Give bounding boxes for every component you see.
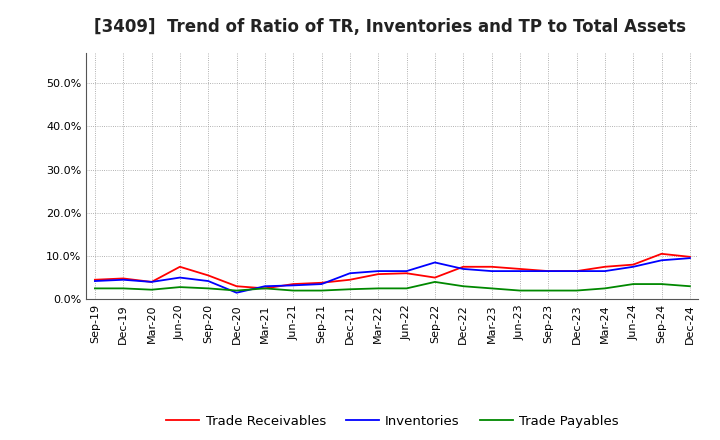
Trade Payables: [261, 286, 269, 291]
Inventories: [91, 279, 99, 284]
Trade Receivables: [119, 276, 127, 281]
Inventories: [657, 258, 666, 263]
Inventories: [685, 256, 694, 261]
Inventories: [148, 279, 156, 285]
Legend: Trade Receivables, Inventories, Trade Payables: Trade Receivables, Inventories, Trade Pa…: [161, 409, 624, 433]
Trade Receivables: [487, 264, 496, 269]
Inventories: [374, 268, 382, 274]
Trade Payables: [346, 286, 354, 292]
Trade Payables: [516, 288, 524, 293]
Trade Payables: [119, 286, 127, 291]
Trade Receivables: [233, 284, 241, 289]
Trade Receivables: [685, 254, 694, 260]
Inventories: [600, 268, 609, 274]
Trade Payables: [431, 279, 439, 285]
Trade Receivables: [289, 282, 297, 287]
Trade Receivables: [374, 271, 382, 277]
Trade Payables: [487, 286, 496, 291]
Inventories: [233, 290, 241, 295]
Inventories: [204, 279, 212, 284]
Trade Receivables: [204, 273, 212, 278]
Inventories: [261, 284, 269, 289]
Trade Payables: [657, 282, 666, 287]
Inventories: [459, 266, 467, 271]
Trade Receivables: [402, 271, 411, 276]
Line: Trade Payables: Trade Payables: [95, 282, 690, 290]
Inventories: [487, 268, 496, 274]
Trade Payables: [600, 286, 609, 291]
Inventories: [544, 268, 552, 274]
Trade Payables: [148, 287, 156, 292]
Trade Payables: [402, 286, 411, 291]
Inventories: [318, 282, 326, 287]
Inventories: [516, 268, 524, 274]
Trade Payables: [318, 288, 326, 293]
Trade Receivables: [318, 280, 326, 286]
Trade Receivables: [176, 264, 184, 269]
Trade Payables: [374, 286, 382, 291]
Inventories: [572, 268, 581, 274]
Inventories: [431, 260, 439, 265]
Trade Receivables: [629, 262, 637, 267]
Trade Payables: [233, 288, 241, 293]
Trade Receivables: [516, 266, 524, 271]
Inventories: [629, 264, 637, 269]
Text: [3409]  Trend of Ratio of TR, Inventories and TP to Total Assets: [3409] Trend of Ratio of TR, Inventories…: [94, 18, 685, 36]
Line: Trade Receivables: Trade Receivables: [95, 254, 690, 288]
Trade Receivables: [600, 264, 609, 269]
Trade Payables: [289, 288, 297, 293]
Trade Receivables: [91, 277, 99, 282]
Trade Payables: [685, 284, 694, 289]
Trade Payables: [544, 288, 552, 293]
Trade Receivables: [431, 275, 439, 280]
Trade Receivables: [572, 268, 581, 274]
Inventories: [289, 283, 297, 288]
Inventories: [176, 275, 184, 280]
Trade Payables: [176, 284, 184, 290]
Inventories: [119, 277, 127, 282]
Trade Receivables: [657, 251, 666, 257]
Trade Payables: [629, 282, 637, 287]
Trade Receivables: [459, 264, 467, 269]
Inventories: [346, 271, 354, 276]
Trade Payables: [459, 284, 467, 289]
Trade Payables: [572, 288, 581, 293]
Inventories: [402, 268, 411, 274]
Trade Receivables: [544, 268, 552, 274]
Line: Inventories: Inventories: [95, 258, 690, 293]
Trade Payables: [204, 286, 212, 291]
Trade Receivables: [148, 279, 156, 285]
Trade Payables: [91, 286, 99, 291]
Trade Receivables: [261, 286, 269, 291]
Trade Receivables: [346, 277, 354, 282]
